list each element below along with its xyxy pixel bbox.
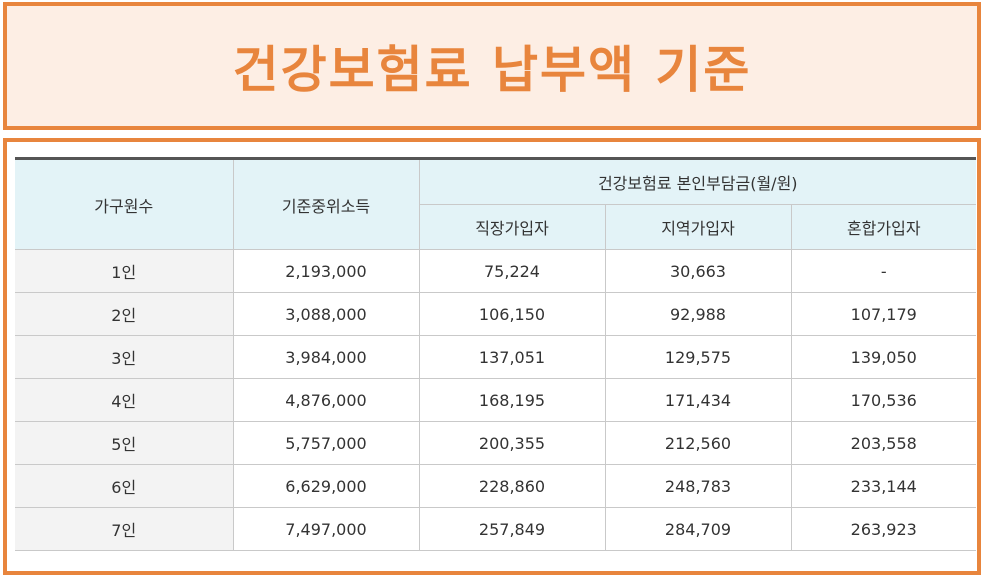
household-cell: 7인 bbox=[15, 507, 234, 551]
table-row: 4인 4,876,000 168,195 171,434 170,536 bbox=[15, 378, 976, 422]
household-cell: 3인 bbox=[15, 335, 234, 379]
table-row: 1인 2,193,000 75,224 30,663 - bbox=[15, 249, 976, 293]
income-cell: 2,193,000 bbox=[232, 249, 420, 293]
table-row: 5인 5,757,000 200,355 212,560 203,558 bbox=[15, 421, 976, 465]
employee-cell: 137,051 bbox=[418, 335, 606, 379]
household-cell: 5인 bbox=[15, 421, 234, 465]
income-cell: 6,629,000 bbox=[232, 464, 420, 508]
header-employee: 직장가입자 bbox=[419, 204, 606, 250]
regional-cell: 129,575 bbox=[604, 335, 792, 379]
income-cell: 4,876,000 bbox=[232, 378, 420, 422]
income-cell: 5,757,000 bbox=[232, 421, 420, 465]
household-cell: 1인 bbox=[15, 249, 234, 293]
income-cell: 3,984,000 bbox=[232, 335, 420, 379]
regional-cell: 248,783 bbox=[604, 464, 792, 508]
header-income: 기준중위소득 bbox=[232, 157, 420, 250]
page-title: 건강보험료 납부액 기준 bbox=[232, 41, 752, 99]
header-household: 가구원수 bbox=[15, 157, 234, 250]
mixed-cell: 139,050 bbox=[790, 335, 976, 379]
mixed-cell: 107,179 bbox=[790, 292, 976, 336]
household-cell: 4인 bbox=[15, 378, 234, 422]
mixed-cell: 170,536 bbox=[790, 378, 976, 422]
regional-cell: 30,663 bbox=[604, 249, 792, 293]
header-group: 건강보험료 본인부담금(월/원) bbox=[418, 157, 976, 205]
mixed-cell: 233,144 bbox=[790, 464, 976, 508]
employee-cell: 168,195 bbox=[418, 378, 606, 422]
income-cell: 3,088,000 bbox=[232, 292, 420, 336]
title-banner: 건강보험료 납부액 기준 bbox=[3, 2, 981, 130]
header-regional: 지역가입자 bbox=[604, 204, 792, 250]
employee-cell: 200,355 bbox=[418, 421, 606, 465]
table-row: 7인 7,497,000 257,849 284,709 263,923 bbox=[15, 507, 976, 551]
household-cell: 2인 bbox=[15, 292, 234, 336]
regional-cell: 92,988 bbox=[604, 292, 792, 336]
insurance-table: 가구원수 기준중위소득 건강보험료 본인부담금(월/원) 직장가입자 지역가입자… bbox=[15, 157, 976, 551]
table-row: 6인 6,629,000 228,860 248,783 233,144 bbox=[15, 464, 976, 508]
employee-cell: 106,150 bbox=[418, 292, 606, 336]
household-cell: 6인 bbox=[15, 464, 234, 508]
employee-cell: 228,860 bbox=[418, 464, 606, 508]
mixed-cell: 203,558 bbox=[790, 421, 976, 465]
employee-cell: 75,224 bbox=[418, 249, 606, 293]
mixed-cell: - bbox=[790, 249, 976, 293]
table-row: 3인 3,984,000 137,051 129,575 139,050 bbox=[15, 335, 976, 379]
regional-cell: 171,434 bbox=[604, 378, 792, 422]
table-row: 2인 3,088,000 106,150 92,988 107,179 bbox=[15, 292, 976, 336]
table-container: 가구원수 기준중위소득 건강보험료 본인부담금(월/원) 직장가입자 지역가입자… bbox=[3, 138, 981, 575]
mixed-cell: 263,923 bbox=[790, 507, 976, 551]
employee-cell: 257,849 bbox=[418, 507, 606, 551]
header-mixed: 혼합가입자 bbox=[790, 204, 976, 250]
regional-cell: 284,709 bbox=[604, 507, 792, 551]
income-cell: 7,497,000 bbox=[232, 507, 420, 551]
regional-cell: 212,560 bbox=[604, 421, 792, 465]
